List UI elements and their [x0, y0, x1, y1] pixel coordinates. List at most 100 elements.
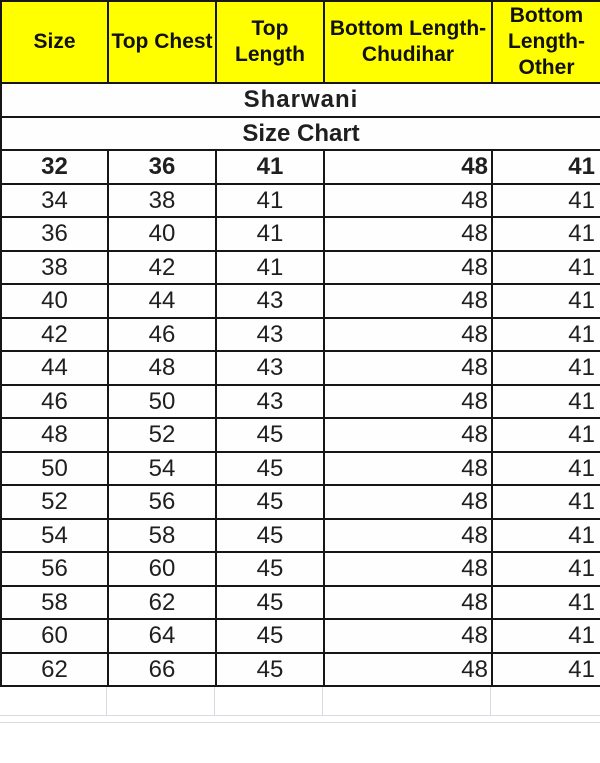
- cell: 41: [491, 450, 600, 486]
- cell: 48: [323, 149, 493, 185]
- cell: 42: [107, 249, 217, 285]
- cell: 44: [0, 350, 109, 386]
- cell: 52: [107, 417, 217, 453]
- cell: 54: [0, 517, 109, 553]
- cell: 56: [107, 484, 217, 520]
- cell: 41: [215, 182, 325, 218]
- cell: 45: [215, 651, 325, 687]
- cell: 36: [107, 149, 217, 185]
- cell: 43: [215, 383, 325, 419]
- table-row: 48 52 45 48 41: [0, 417, 600, 453]
- cell: 48: [323, 283, 493, 319]
- cell: 48: [323, 450, 493, 486]
- cell: 42: [0, 316, 109, 352]
- cell: 48: [323, 350, 493, 386]
- cell: 41: [491, 316, 600, 352]
- cell: 48: [323, 618, 493, 654]
- table-row: 40 44 43 48 41: [0, 283, 600, 319]
- cell: 41: [491, 216, 600, 252]
- cell: 58: [0, 584, 109, 620]
- table-row: 32 36 41 48 41: [0, 149, 600, 185]
- cell: 66: [107, 651, 217, 687]
- cell: 41: [491, 182, 600, 218]
- table-row: 56 60 45 48 41: [0, 551, 600, 587]
- cell: 54: [107, 450, 217, 486]
- cell: 48: [323, 249, 493, 285]
- cell: 41: [491, 149, 600, 185]
- empty-cell: [107, 687, 215, 715]
- column-header-4: Bottom Length-Other: [491, 0, 600, 84]
- cell: 48: [0, 417, 109, 453]
- cell: 45: [215, 517, 325, 553]
- cell: 41: [491, 383, 600, 419]
- column-header-2: Top Length: [215, 0, 325, 84]
- cell: 64: [107, 618, 217, 654]
- cell: 45: [215, 450, 325, 486]
- cell: 41: [491, 584, 600, 620]
- table-header-row: Size Top Chest Top Length Bottom Length-Chu…: [0, 0, 600, 84]
- empty-cell: [323, 687, 491, 715]
- table-row: 60 64 45 48 41: [0, 618, 600, 654]
- cell: 45: [215, 584, 325, 620]
- table-row: 42 46 43 48 41: [0, 316, 600, 352]
- table-row: 34 38 41 48 41: [0, 182, 600, 218]
- table-row: 62 66 45 48 41: [0, 651, 600, 687]
- cell: 41: [491, 283, 600, 319]
- table-row: 50 54 45 48 41: [0, 450, 600, 486]
- cell: 60: [0, 618, 109, 654]
- table-row: 36 40 41 48 41: [0, 216, 600, 252]
- cell: 43: [215, 316, 325, 352]
- title-row: Sharwani: [0, 82, 600, 118]
- table-row: 54 58 45 48 41: [0, 517, 600, 553]
- subtitle-row: Size Chart: [0, 115, 600, 151]
- cell: 48: [323, 417, 493, 453]
- column-header-1: Top Chest: [107, 0, 217, 84]
- cell: 48: [323, 216, 493, 252]
- cell: 46: [107, 316, 217, 352]
- column-header-3: Bottom Length-Chudihar: [323, 0, 493, 84]
- sheet-bottom-margin: [0, 716, 600, 723]
- cell: 50: [107, 383, 217, 419]
- cell: 38: [0, 249, 109, 285]
- cell: 41: [215, 149, 325, 185]
- table-row: 52 56 45 48 41: [0, 484, 600, 520]
- cell: 41: [491, 484, 600, 520]
- table-row: 46 50 43 48 41: [0, 383, 600, 419]
- cell: 52: [0, 484, 109, 520]
- cell: 60: [107, 551, 217, 587]
- cell: 48: [323, 316, 493, 352]
- cell: 58: [107, 517, 217, 553]
- cell: 36: [0, 216, 109, 252]
- cell: 45: [215, 551, 325, 587]
- cell: 44: [107, 283, 217, 319]
- column-header-0: Size: [0, 0, 109, 84]
- empty-cell: [215, 687, 323, 715]
- cell: 48: [323, 182, 493, 218]
- empty-cell: [491, 687, 600, 715]
- cell: 48: [323, 484, 493, 520]
- cell: 48: [323, 551, 493, 587]
- cell: 41: [491, 651, 600, 687]
- cell: 41: [491, 517, 600, 553]
- cell: 41: [491, 417, 600, 453]
- cell: 34: [0, 182, 109, 218]
- cell: 41: [215, 216, 325, 252]
- table-row: 58 62 45 48 41: [0, 584, 600, 620]
- table-row: 44 48 43 48 41: [0, 350, 600, 386]
- cell: 48: [323, 517, 493, 553]
- cell: 56: [0, 551, 109, 587]
- cell: 41: [491, 551, 600, 587]
- page-title: Sharwani: [0, 82, 600, 118]
- cell: 45: [215, 484, 325, 520]
- table-body: 32 36 41 48 41 34 38 41 48 41 36 40 41 48 41 38 42 41 48 41…: [0, 149, 600, 687]
- cell: 40: [0, 283, 109, 319]
- cell: 48: [323, 651, 493, 687]
- cell: 48: [323, 584, 493, 620]
- cell: 48: [323, 383, 493, 419]
- cell: 41: [491, 249, 600, 285]
- cell: 43: [215, 283, 325, 319]
- cell: 38: [107, 182, 217, 218]
- cell: 41: [491, 350, 600, 386]
- size-chart-table: Sharwani Size Chart Size Top Chest Top Len…: [0, 0, 600, 687]
